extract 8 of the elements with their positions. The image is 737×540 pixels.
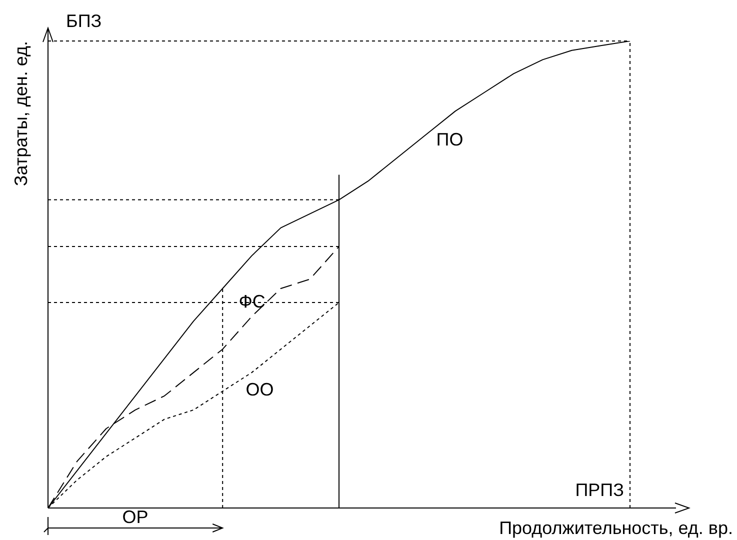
series-label: ОО [246,380,274,400]
series-label: ФС [238,292,266,312]
annotation: ОР [122,506,148,527]
x-axis-title: Продолжительность, ед. вр. [499,518,733,538]
text: БПЗ [66,10,102,31]
annotation: ПРПЗ [575,480,624,500]
series-label: ПО [436,129,464,150]
y-axis-title: Затраты, ден. ед. [10,41,31,186]
